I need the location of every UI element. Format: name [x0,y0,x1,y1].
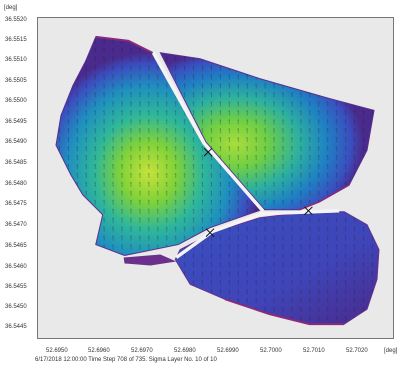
y-tick-label: 36.5475 [5,201,27,207]
gate-marker [203,147,313,237]
y-axis-unit: [deg] [4,5,18,11]
channel-divider-south [175,209,340,259]
x-tick-label: 52.6990 [217,348,239,354]
y-tick-label: 36.5520 [5,17,27,23]
x-tick-label: 52.7010 [303,348,325,354]
y-tick-label: 36.5465 [5,243,27,249]
y-tick-label: 36.5445 [5,324,27,330]
y-tick-label: 36.5510 [5,57,27,63]
x-tick-label: 52.6980 [174,348,196,354]
x-tick-label: 52.6970 [131,348,153,354]
x-tick-label: 52.6950 [46,348,68,354]
flow-field-map[interactable] [38,18,393,338]
y-tick-label: 36.5500 [5,98,27,104]
channel-divider-west-east [151,51,265,212]
time-step-status: 6/17/2018 12:00:00 Time Step 708 of 735.… [35,357,217,363]
y-tick-label: 36.5495 [5,119,27,125]
y-tick-label: 36.5450 [5,304,27,310]
x-tick-label: 52.7000 [260,348,282,354]
y-tick-label: 36.5490 [5,139,27,145]
x-tick-label: 52.6960 [88,348,110,354]
y-tick-label: 36.5460 [5,264,27,270]
x-tick-label: 52.7020 [346,348,368,354]
x-axis-unit: [deg] [384,348,398,354]
y-tick-label: 36.5470 [5,222,27,228]
y-tick-label: 36.5455 [5,284,27,290]
y-tick-label: 36.5480 [5,181,27,187]
y-tick-label: 36.5515 [5,37,27,43]
y-tick-label: 36.5485 [5,160,27,166]
y-tick-label: 36.5505 [5,78,27,84]
channel-strip [123,254,177,266]
map-plot-area[interactable] [37,17,394,339]
